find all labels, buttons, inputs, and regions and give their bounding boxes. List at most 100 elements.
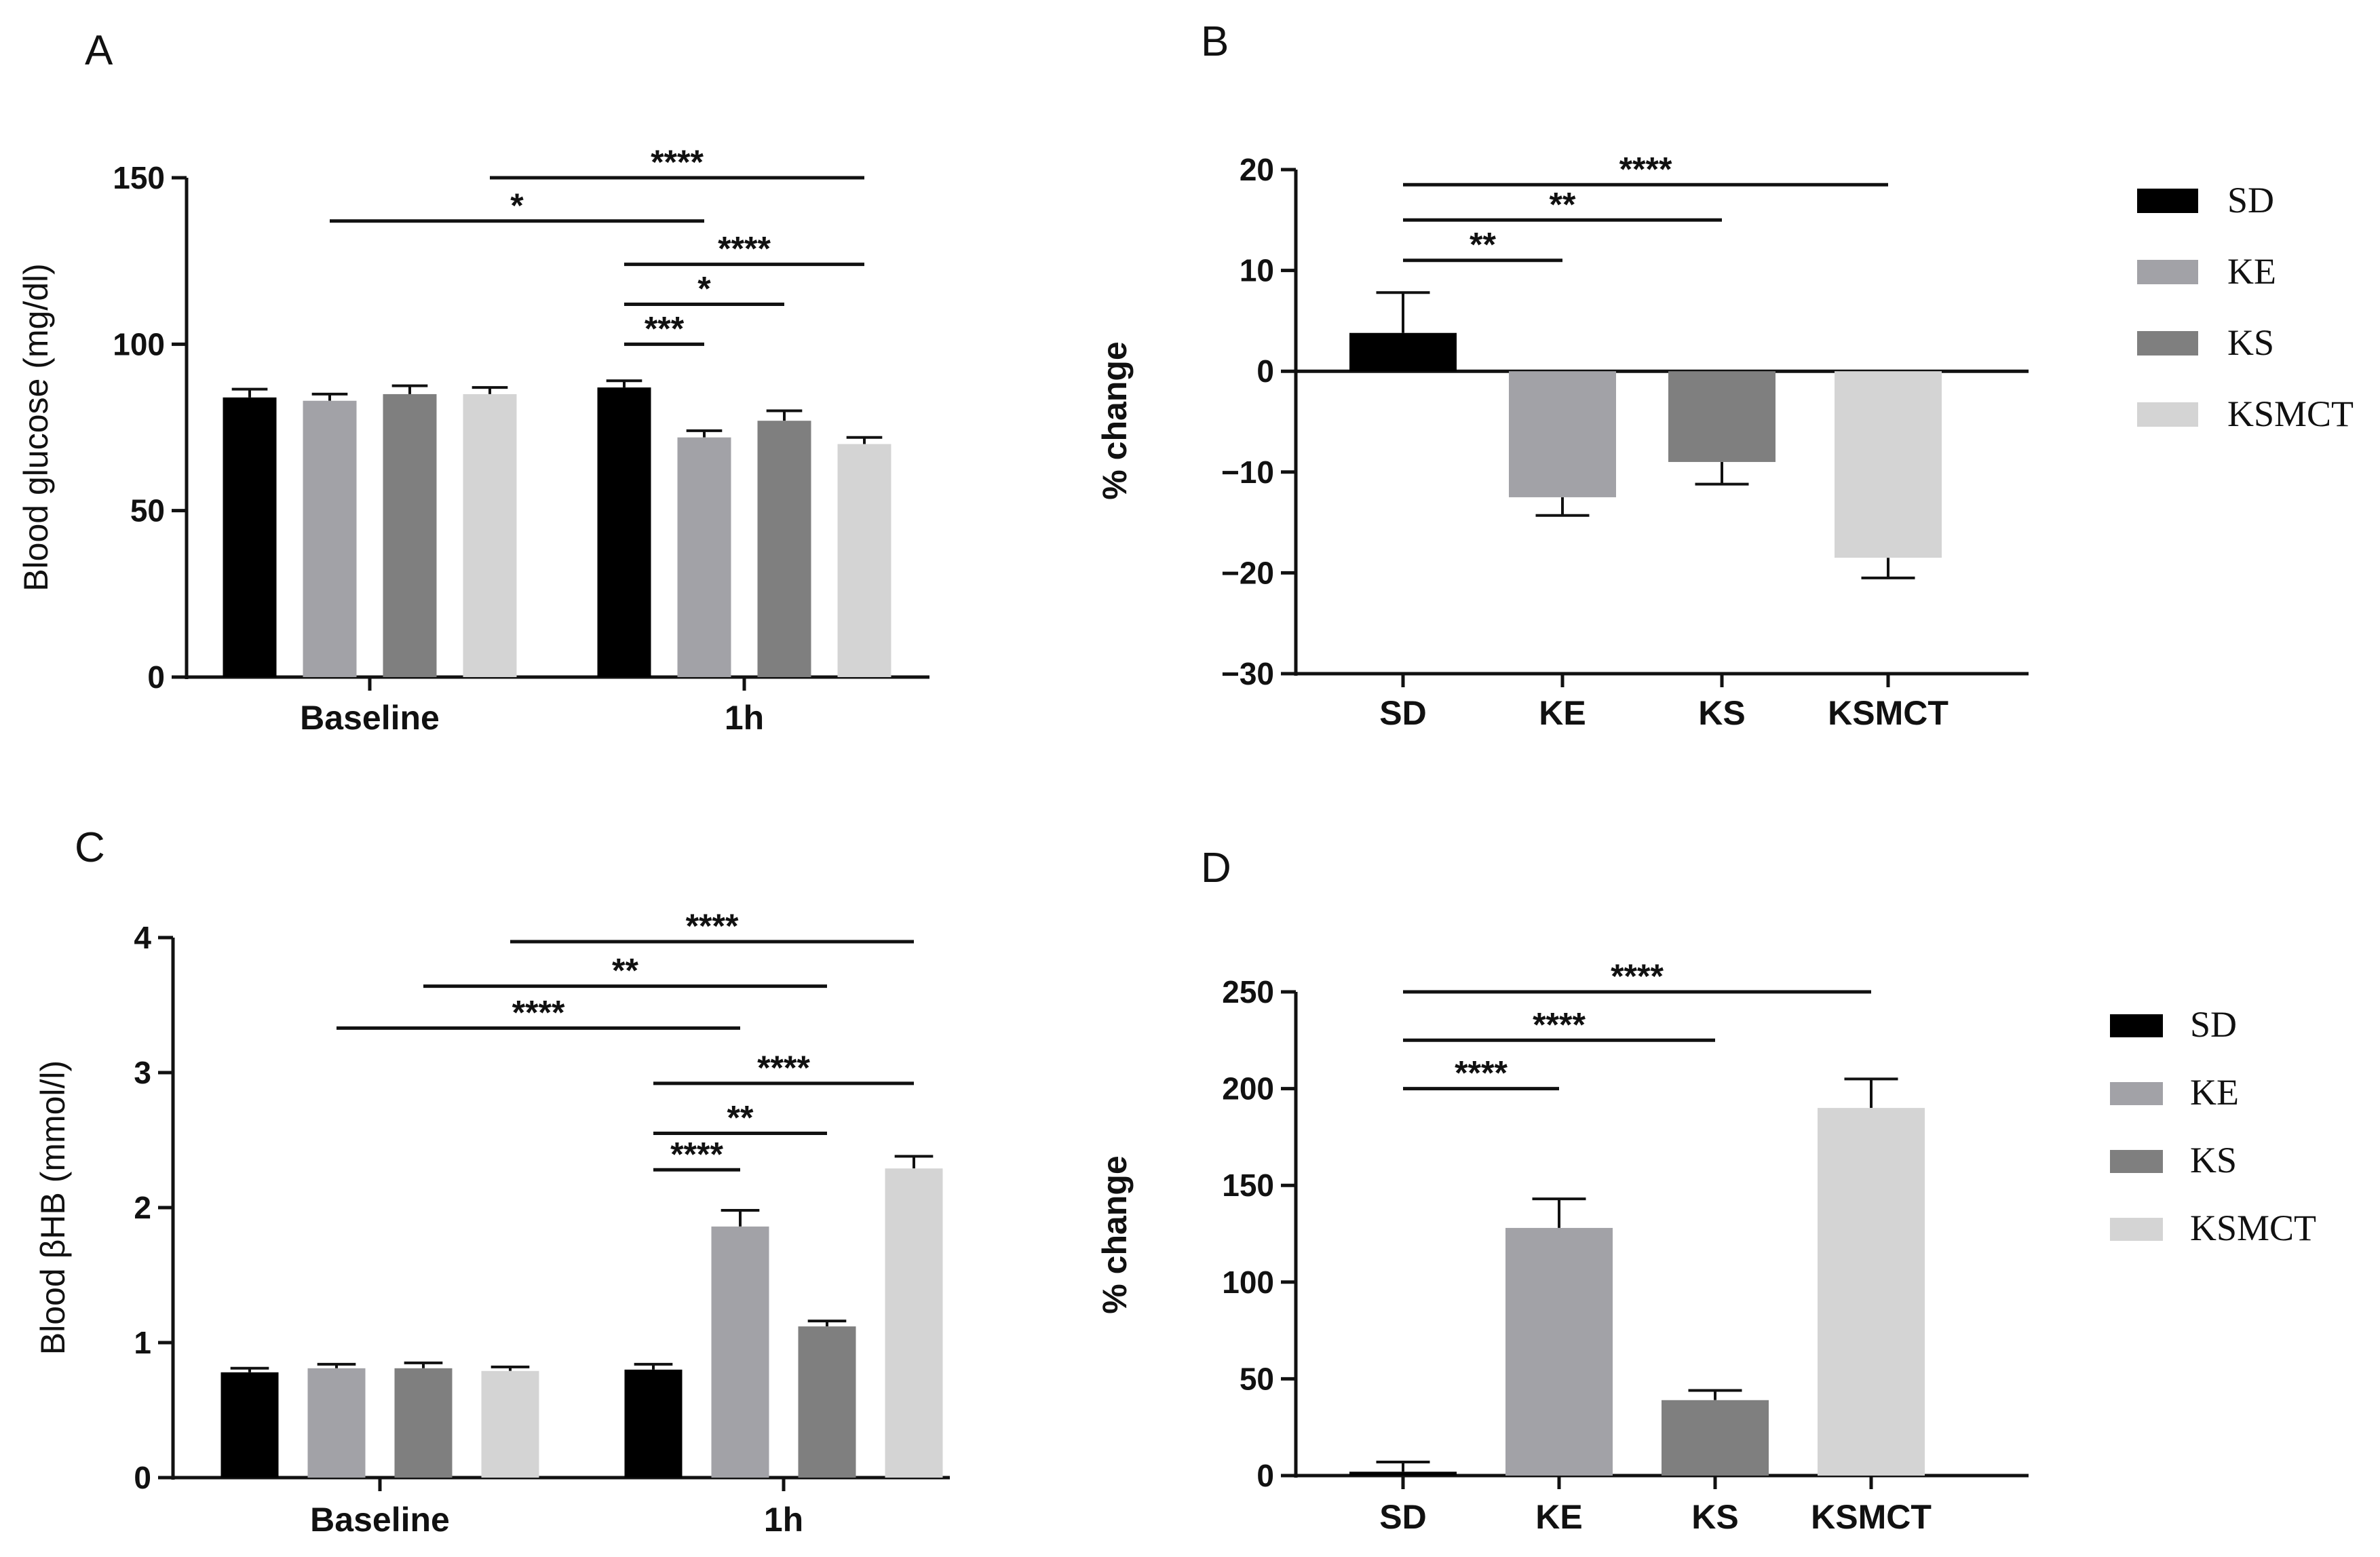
panel-a-y-axis-label: Blood glucose (mg/dl) <box>17 263 55 592</box>
panel-c-significance-label: **** <box>670 1135 723 1173</box>
legend-b-label-ke: KE <box>2227 251 2276 292</box>
panel-d-y-tick-label: 200 <box>1222 1071 1274 1107</box>
panel-c-bar-ksmct-baseline <box>481 1370 539 1478</box>
panel-a-x-tick-label: Baseline <box>300 699 440 737</box>
panel-c-bar-sd-1h <box>624 1369 683 1478</box>
legend-b-swatch-ke <box>2137 260 2198 284</box>
legend-d-swatch-ksmct <box>2110 1218 2163 1241</box>
panel-d-significance-label: **** <box>1455 1054 1508 1092</box>
panel-b-y-tick-label: −10 <box>1221 455 1274 490</box>
panel-a-bar-ks-1h <box>757 421 811 677</box>
panel-a-y-tick-label: 150 <box>113 160 165 195</box>
panel-c-x-tick-label: Baseline <box>310 1501 450 1539</box>
panel-d-x-tick-label: KSMCT <box>1811 1498 1932 1536</box>
legend-d-swatch-ke <box>2110 1082 2163 1105</box>
panel-a-significance-label: * <box>510 187 524 225</box>
panel-b-bar-ksmct <box>1835 371 1942 558</box>
panel-label-d: D <box>1201 845 1231 891</box>
panel-a-bar-sd-1h <box>597 387 651 677</box>
panel-a-significance-label: **** <box>718 230 771 268</box>
panel-b-bar-sd <box>1349 332 1457 372</box>
panel-c-significance-label: **** <box>757 1049 810 1087</box>
panel-d-x-tick-label: KS <box>1691 1498 1738 1536</box>
panel-b-bar-ks <box>1668 371 1776 462</box>
panel-a-x-tick-label: 1h <box>725 699 764 737</box>
panel-d-bar-ks <box>1662 1400 1769 1476</box>
panel-c-bar-ks-baseline <box>394 1368 453 1478</box>
panel-b-x-tick-label: KS <box>1698 694 1745 732</box>
legend-b-swatch-sd <box>2137 189 2198 213</box>
legend-panel-b: SD KE KS KSMCT <box>2137 180 2354 434</box>
panel-b-significance-label: **** <box>1619 150 1672 188</box>
panel-label-c: C <box>75 824 105 871</box>
panel-d-significance-label: **** <box>1611 957 1664 995</box>
panel-a-bar-ke-1h <box>677 437 731 677</box>
panel-b-x-tick-label: KSMCT <box>1828 694 1949 732</box>
panel-b-bar-ke <box>1509 371 1616 497</box>
legend-b-label-ks: KS <box>2227 322 2274 363</box>
panel-c-significance-label: **** <box>686 907 739 945</box>
legend-b-label-sd: SD <box>2227 180 2274 220</box>
panel-a-significance-label: *** <box>645 309 685 347</box>
legend-d-label-ks: KS <box>2190 1140 2237 1180</box>
panel-b-y-axis-label: % change <box>1096 341 1134 499</box>
panel-c-y-tick-label: 4 <box>134 920 151 955</box>
panel-c-bar-sd-baseline <box>220 1372 279 1478</box>
panel-b-y-tick-label: −20 <box>1221 555 1274 590</box>
panel-c-y-tick-label: 1 <box>134 1325 151 1360</box>
panel-d-y-tick-label: 0 <box>1256 1458 1274 1493</box>
legend-d-label-ksmct: KSMCT <box>2190 1208 2316 1248</box>
panel-b-y-tick-label: 20 <box>1240 152 1274 187</box>
panel-d-significance-label: **** <box>1533 1005 1586 1043</box>
panel-d-bar-ke <box>1505 1227 1613 1476</box>
legend-d-label-ke: KE <box>2190 1072 2239 1113</box>
panel-b-y-tick-label: 10 <box>1240 253 1274 288</box>
legend-b-label-ksmct: KSMCT <box>2227 393 2354 434</box>
panel-c-bar-ke-baseline <box>307 1368 366 1478</box>
panel-a-bar-ks-baseline <box>383 393 437 677</box>
panel-a-y-tick-label: 100 <box>113 326 165 362</box>
legend-d-swatch-sd <box>2110 1014 2163 1037</box>
panel-c-x-tick-label: 1h <box>764 1501 803 1539</box>
panel-d-bar-sd <box>1349 1472 1457 1476</box>
legend-d-label-sd: SD <box>2190 1004 2237 1045</box>
panel-b-x-tick-label: SD <box>1379 694 1426 732</box>
panel-a-bar-ke-baseline <box>303 400 357 677</box>
panel-b-significance-label: ** <box>1550 185 1576 223</box>
legend-d-swatch-ks <box>2110 1150 2163 1173</box>
panel-a-y-tick-label: 50 <box>130 493 165 528</box>
panel-d-x-tick-label: SD <box>1379 1498 1426 1536</box>
panel-b-y-tick-label: −30 <box>1221 656 1274 691</box>
panel-b-significance-label: ** <box>1470 226 1496 264</box>
panel-c-y-axis-label: Blood βHB (mmol/l) <box>34 1060 72 1355</box>
panel-d-y-axis-label: % change <box>1096 1155 1134 1313</box>
panel-d-bar-ksmct <box>1818 1108 1925 1476</box>
panel-a-bar-ksmct-1h <box>837 444 891 677</box>
panel-c-y-tick-label: 0 <box>134 1460 151 1495</box>
panel-c-y-tick-label: 2 <box>134 1190 151 1225</box>
panel-d-y-tick-label: 100 <box>1222 1265 1274 1300</box>
panel-d-y-tick-label: 150 <box>1222 1168 1274 1203</box>
panel-d-bhb-percent-change-chart: 0 50 100 150 200 250 % change SD KE KS KSMCT **** **… <box>1096 957 2029 1536</box>
panel-d-y-tick-label: 250 <box>1222 974 1274 1010</box>
panel-a-bar-ksmct-baseline <box>463 393 517 677</box>
panel-c-bar-ke-1h <box>711 1226 769 1478</box>
panel-label-b: B <box>1201 18 1229 65</box>
panel-a-y-tick-label: 0 <box>147 659 165 695</box>
panel-b-y-tick-label: 0 <box>1256 353 1274 389</box>
panel-c-bar-ks-1h <box>798 1326 856 1478</box>
panel-c-significance-label: ** <box>727 1099 754 1137</box>
panel-a-bar-sd-baseline <box>223 397 277 677</box>
panel-a-significance-label: * <box>697 269 711 307</box>
panel-a-significance-label: **** <box>651 143 704 181</box>
panel-c-significance-label: ** <box>612 952 638 990</box>
panel-c-y-tick-label: 3 <box>134 1055 151 1090</box>
legend-b-swatch-ksmct <box>2137 402 2198 427</box>
legend-b-swatch-ks <box>2137 331 2198 355</box>
panel-c-significance-label: **** <box>512 993 565 1031</box>
panel-d-y-tick-label: 50 <box>1240 1361 1274 1396</box>
panel-d-x-tick-label: KE <box>1535 1498 1582 1536</box>
